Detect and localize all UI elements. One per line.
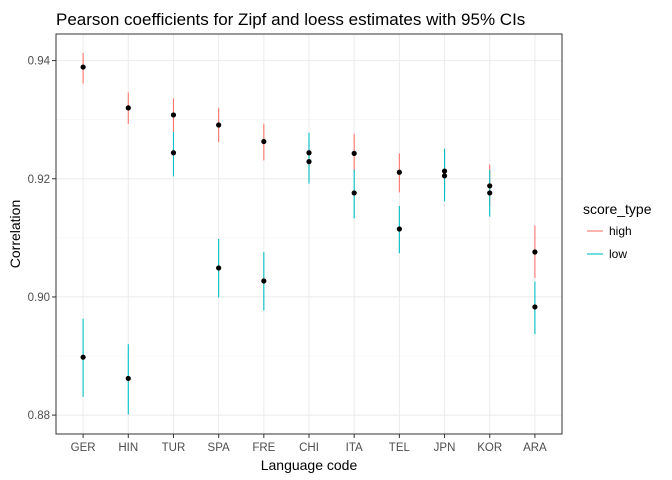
y-tick-label: 0.92	[28, 174, 50, 186]
plot-panel	[55, 33, 563, 435]
y-axis: 0.88 0.90 0.92 0.94	[28, 56, 56, 422]
point-low	[441, 173, 448, 179]
point-low	[261, 278, 267, 284]
x-tick-label: SPA	[208, 442, 230, 454]
point-low	[80, 354, 86, 360]
point-low	[396, 226, 402, 232]
x-tick-label: ITA	[346, 442, 363, 454]
point-high	[216, 122, 222, 128]
point-high	[80, 64, 86, 70]
x-tick-label: FRE	[252, 442, 275, 454]
x-tick-label: CHI	[299, 442, 319, 454]
point-low	[125, 375, 131, 382]
legend-label-low: low	[609, 247, 627, 261]
point-low	[487, 190, 493, 196]
point-low	[532, 304, 538, 310]
point-high	[125, 105, 131, 111]
x-tick-label: GER	[71, 442, 96, 454]
legend-label-high: high	[609, 224, 632, 238]
y-tick-label: 0.88	[28, 410, 50, 422]
point-low	[306, 150, 312, 156]
y-tick-label: 0.90	[28, 292, 50, 304]
point-high	[487, 183, 493, 189]
x-tick-label: TUR	[162, 442, 186, 454]
point-high	[261, 138, 267, 145]
data-points	[80, 64, 538, 382]
point-low	[216, 265, 222, 271]
point-high	[306, 159, 312, 165]
point-high	[532, 249, 538, 255]
point-high	[441, 168, 448, 174]
x-tick-label: TEL	[389, 442, 411, 454]
point-high	[351, 150, 357, 156]
x-tick-label: ARA	[523, 442, 547, 454]
point-high	[396, 169, 402, 175]
y-tick-label: 0.94	[28, 56, 51, 68]
y-axis-title: Correlation	[7, 200, 23, 268]
point-low	[351, 190, 357, 196]
x-axis: GER HIN TUR SPA FRE CHI ITA TEL JPN KOR ARA	[71, 434, 547, 454]
x-tick-label: HIN	[118, 442, 138, 454]
point-high	[170, 112, 177, 118]
x-tick-label: JPN	[434, 442, 456, 454]
chart-title: Pearson coefficients for Zipf and loess …	[56, 10, 525, 29]
legend-title: score_type	[583, 201, 652, 217]
legend: score_type high low	[583, 201, 652, 261]
point-low	[170, 150, 177, 156]
grid-major	[56, 34, 562, 434]
x-tick-label: KOR	[477, 442, 502, 454]
x-axis-title: Language code	[261, 457, 358, 473]
